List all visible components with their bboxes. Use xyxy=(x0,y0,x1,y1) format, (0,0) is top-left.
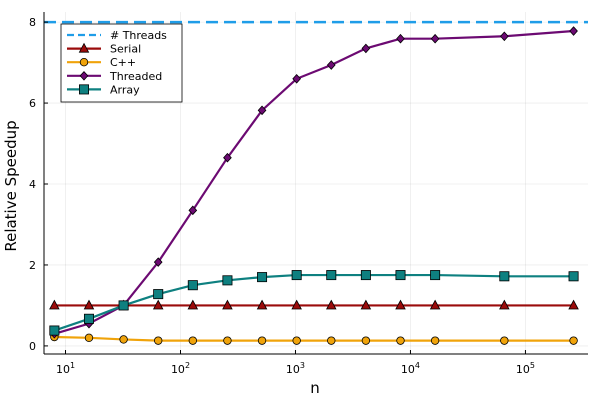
data-point-array xyxy=(326,270,337,281)
data-point-c xyxy=(84,333,94,343)
data-point-serial xyxy=(256,299,268,310)
data-point-array xyxy=(430,270,441,281)
legend-label-threaded: Threaded xyxy=(109,70,162,83)
series-line-array xyxy=(54,273,574,332)
x-tick-label: 101 xyxy=(56,361,75,376)
data-point-threaded xyxy=(326,60,336,70)
data-point-serial xyxy=(83,299,95,310)
data-point-c xyxy=(569,336,578,345)
data-point-serial xyxy=(152,299,164,310)
data-point-serial xyxy=(222,299,233,310)
data-point-array xyxy=(360,270,371,281)
x-axis-title: n xyxy=(310,379,320,397)
data-point-serial xyxy=(326,299,337,310)
legend-marker-serial xyxy=(78,42,90,53)
legend-marker-c xyxy=(79,58,89,67)
data-point-threaded xyxy=(361,43,371,54)
data-point-c xyxy=(154,336,163,345)
y-tick-label: 4 xyxy=(29,178,36,191)
data-point-c xyxy=(396,336,405,345)
data-point-serial xyxy=(49,299,60,310)
data-point-array xyxy=(291,270,302,281)
data-point-c xyxy=(119,335,128,344)
y-tick-label: 0 xyxy=(29,340,36,353)
data-point-serial xyxy=(429,299,441,310)
data-point-serial xyxy=(499,299,510,310)
data-point-array xyxy=(499,271,510,282)
tick-labels: 101 102 103 104 105 0 2 4 6 8 xyxy=(29,16,535,376)
data-point-serial xyxy=(568,299,579,310)
data-point-threaded xyxy=(396,33,405,44)
data-point-c xyxy=(430,336,440,345)
series-array xyxy=(49,270,579,336)
data-point-threaded xyxy=(257,105,267,116)
data-point-threaded xyxy=(500,31,509,42)
series-line-threaded xyxy=(54,29,574,335)
data-point-threaded xyxy=(153,257,163,267)
data-point-array xyxy=(187,280,198,291)
data-point-c xyxy=(327,336,336,345)
y-axis-title: Relative Speedup xyxy=(2,120,20,251)
series-serial xyxy=(49,299,579,310)
data-point-serial xyxy=(395,299,406,310)
y-tick-label: 6 xyxy=(29,97,36,110)
data-point-c xyxy=(292,336,301,345)
data-point-threaded xyxy=(430,33,440,44)
x-tick-label: 105 xyxy=(516,361,535,376)
data-point-serial xyxy=(187,299,199,310)
data-point-array xyxy=(568,271,579,282)
legend-marker-array xyxy=(79,84,90,95)
x-tick-label: 103 xyxy=(286,361,305,376)
data-point-array xyxy=(395,270,406,281)
data-point-serial xyxy=(360,299,372,310)
data-point-c xyxy=(500,336,509,345)
data-point-array xyxy=(222,275,233,286)
data-point-c xyxy=(257,336,267,345)
series-line-c xyxy=(54,335,574,342)
data-point-threaded xyxy=(569,26,578,36)
data-point-c xyxy=(223,336,232,345)
data-point-threaded xyxy=(292,73,302,84)
legend-marker-threaded xyxy=(79,71,89,81)
data-point-array xyxy=(118,300,129,311)
data-point-array xyxy=(153,289,164,300)
legend-label-threads: # Threads xyxy=(110,29,167,42)
data-point-c xyxy=(188,336,198,345)
data-point-serial xyxy=(291,299,302,310)
legend-label-array: Array xyxy=(110,83,140,96)
data-point-threaded xyxy=(188,205,198,216)
data-point-array xyxy=(83,313,94,324)
legend-label-serial: Serial xyxy=(110,43,141,56)
series-c xyxy=(50,332,578,345)
legend-label-c: C++ xyxy=(110,56,136,69)
data-point-array xyxy=(49,325,60,336)
x-tick-label: 104 xyxy=(401,361,420,376)
data-point-array xyxy=(257,272,268,283)
data-point-threaded xyxy=(223,152,232,163)
y-tick-label: 8 xyxy=(29,16,36,29)
series-layer xyxy=(49,26,579,345)
data-point-c xyxy=(361,336,371,345)
y-tick-label: 2 xyxy=(29,259,36,272)
axes-layer xyxy=(43,12,588,355)
x-tick-label: 102 xyxy=(171,361,190,376)
